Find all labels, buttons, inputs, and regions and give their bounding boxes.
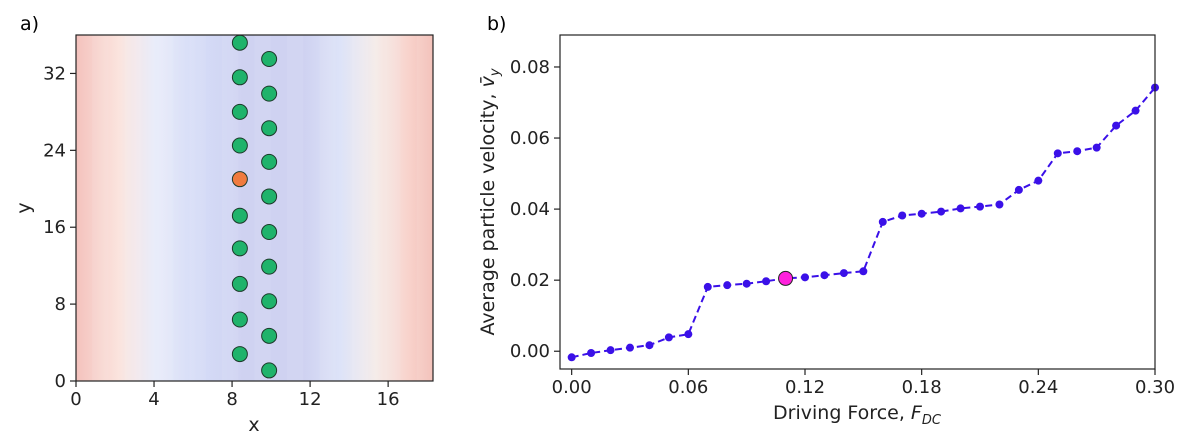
velocity-point <box>1034 176 1043 185</box>
y-tick-label: 0.06 <box>510 128 550 149</box>
velocity-point <box>626 343 634 352</box>
panel-a-frame <box>75 34 434 382</box>
particle-point <box>231 346 248 363</box>
potential-stripe <box>222 35 239 381</box>
velocity-point <box>567 353 576 362</box>
velocity-series <box>567 83 1159 362</box>
velocity-point <box>995 200 1004 209</box>
x-tick-label: 0.06 <box>668 377 708 398</box>
panel-a-label: a) <box>20 13 39 35</box>
velocity-point <box>839 269 848 278</box>
velocity-point <box>762 277 771 286</box>
y-tick-label: 32 <box>43 63 66 84</box>
particle-point <box>231 311 248 328</box>
velocity-point <box>820 271 829 280</box>
particle-point <box>261 51 278 68</box>
y-tick-label: 0 <box>55 371 66 392</box>
tagged-particle-point <box>231 171 248 188</box>
y-tick-label: 16 <box>43 217 66 238</box>
velocity-point <box>703 282 712 291</box>
particle-point <box>231 103 248 120</box>
velocity-point <box>684 330 693 339</box>
potential-stripe <box>189 35 206 381</box>
particle-point <box>261 153 278 170</box>
velocity-point <box>606 346 615 355</box>
particles <box>231 34 278 379</box>
particle-point <box>231 69 248 86</box>
velocity-point <box>1053 149 1062 158</box>
panel-a-xlabel: x <box>248 414 259 436</box>
velocity-point <box>976 202 984 211</box>
potential-stripe <box>286 35 304 381</box>
velocity-point <box>1092 143 1101 152</box>
particle-point <box>231 207 248 224</box>
x-tick-label: 0.00 <box>552 377 592 398</box>
potential-background <box>76 35 433 381</box>
panel-b-chart: 0.00 0.06 0.12 0.18 0.24 0.30 0.00 0.02 0.04 0.06… <box>477 34 1175 428</box>
velocity-point <box>956 204 965 213</box>
velocity-point <box>587 349 596 358</box>
particle-point <box>261 362 278 379</box>
velocity-point <box>742 279 751 288</box>
particle-point <box>261 224 278 241</box>
x-tick-label: 8 <box>226 389 237 410</box>
velocity-point <box>645 341 654 350</box>
potential-stripe <box>384 35 401 381</box>
particle-point <box>261 85 278 102</box>
x-tick-label: 0.30 <box>1135 377 1175 398</box>
particle-point <box>231 275 248 292</box>
particle-point <box>231 240 248 257</box>
panel-a-ylabel: y <box>13 202 35 213</box>
velocity-point <box>1073 147 1082 156</box>
velocity-point <box>664 333 673 342</box>
y-tick-label: 8 <box>55 294 66 315</box>
particle-point <box>261 327 278 344</box>
highlight-point <box>778 270 794 286</box>
velocity-point <box>801 273 809 282</box>
panel-b-label: b) <box>487 13 506 35</box>
panel-a-ticks: 0 4 8 12 16 0 8 16 24 32 <box>43 63 399 410</box>
y-tick-label: 0.02 <box>510 270 550 291</box>
potential-stripe <box>351 35 369 381</box>
x-tick-label: 0 <box>70 389 81 410</box>
velocity-point <box>859 267 868 276</box>
particle-point <box>261 258 278 275</box>
panel-b-xlabel: Driving Force, FDC <box>773 402 942 428</box>
potential-stripe <box>319 35 336 381</box>
y-tick-label: 24 <box>43 140 66 161</box>
x-tick-label: 12 <box>299 389 322 410</box>
velocity-point <box>917 209 926 218</box>
potential-stripe <box>416 35 433 381</box>
panel-a-chart: 0 4 8 12 16 0 8 16 24 32 x y <box>13 34 434 436</box>
velocity-point <box>1112 121 1121 130</box>
x-tick-label: 4 <box>148 389 159 410</box>
particle-point <box>261 293 278 310</box>
x-tick-label: 16 <box>377 389 400 410</box>
panel-b-ticks: 0.00 0.06 0.12 0.18 0.24 0.30 0.00 0.02 0.04 0.06… <box>510 57 1175 398</box>
particle-point <box>261 188 278 205</box>
y-tick-label: 0.08 <box>510 57 550 78</box>
particle-point <box>261 120 278 137</box>
potential-stripe <box>92 35 109 381</box>
potential-stripe <box>124 35 141 381</box>
x-tick-label: 0.24 <box>1018 377 1058 398</box>
x-tick-label: 0.18 <box>902 377 942 398</box>
velocity-point <box>937 207 946 216</box>
particle-point <box>231 34 248 51</box>
velocity-point <box>1131 106 1140 115</box>
velocity-point <box>878 217 887 226</box>
y-tick-label: 0.04 <box>510 199 550 220</box>
panel-b-ylabel: Average particle velocity, v̄y <box>477 68 503 335</box>
panel-b-frame <box>559 34 1156 370</box>
particle-point <box>231 137 248 154</box>
y-tick-label: 0.00 <box>510 341 550 362</box>
velocity-point <box>723 281 732 290</box>
panel-b-area <box>560 35 1155 369</box>
velocity-point <box>898 211 907 220</box>
potential-stripe <box>157 35 174 381</box>
velocity-point <box>1014 185 1023 194</box>
x-tick-label: 0.12 <box>785 377 825 398</box>
